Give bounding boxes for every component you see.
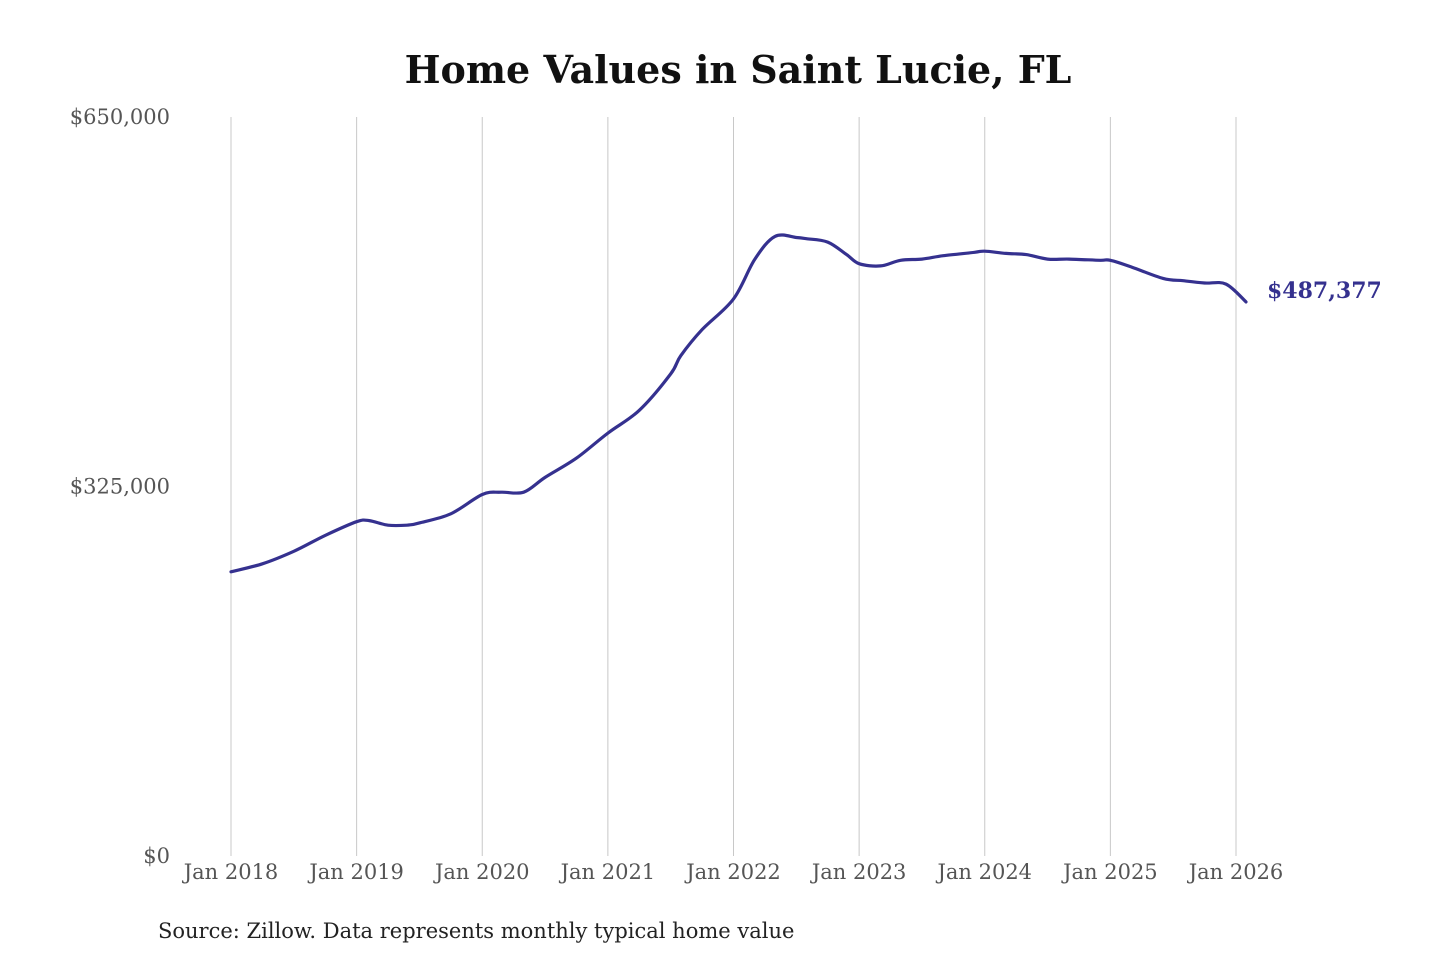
x-tick-label: Jan 2020: [433, 860, 530, 884]
x-tick-label: Jan 2018: [182, 860, 279, 884]
x-tick-label: Jan 2021: [559, 860, 656, 884]
x-tick-label: Jan 2026: [1187, 860, 1284, 884]
y-tick-label: $325,000: [70, 475, 170, 499]
x-tick-label: Jan 2022: [684, 860, 781, 884]
gridlines: [230, 117, 1237, 856]
chart-title: Home Values in Saint Lucie, FL: [405, 47, 1072, 92]
x-tick-label: Jan 2024: [935, 860, 1032, 884]
x-tick-label: Jan 2019: [307, 860, 404, 884]
y-tick-label: $650,000: [70, 105, 170, 129]
x-tick-label: Jan 2023: [810, 860, 907, 884]
y-tick-label: $0: [143, 844, 170, 868]
y-axis-tick-labels: $0 $325,000 $650,000: [70, 105, 170, 868]
source-note: Source: Zillow. Data represents monthly …: [158, 919, 794, 943]
series-line-home-value: [229, 233, 1248, 574]
end-value-label: $487,377: [1267, 278, 1382, 304]
x-tick-label: Jan 2025: [1061, 860, 1158, 884]
x-axis-tick-labels: Jan 2018 Jan 2019 Jan 2020 Jan 2021 Jan 2022…: [182, 860, 1284, 884]
